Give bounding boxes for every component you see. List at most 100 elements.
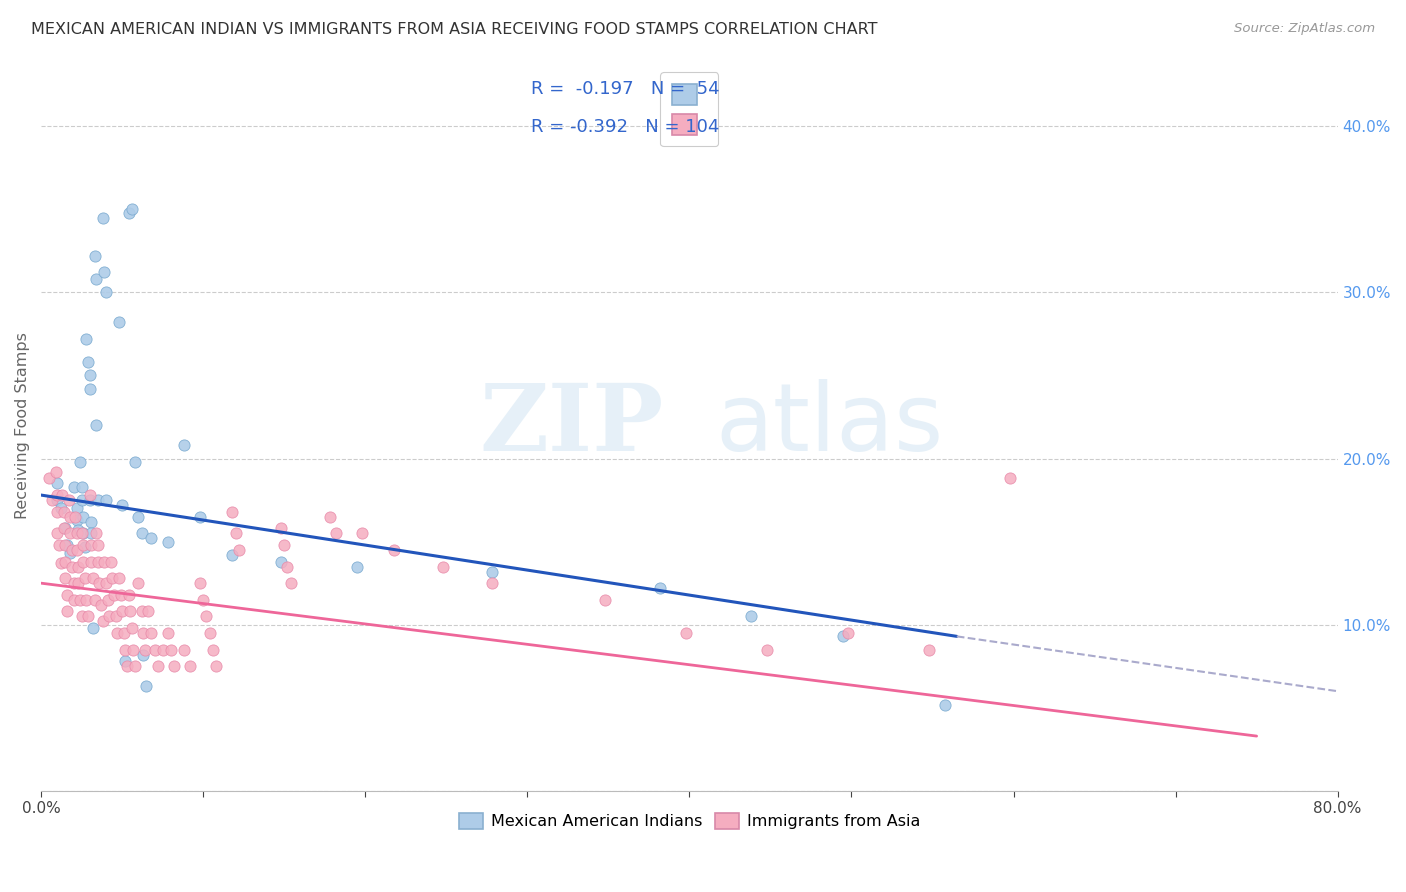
Point	[94, 576, 117, 591]
Point	[675, 626, 697, 640]
Point	[96, 592, 118, 607]
Point	[94, 493, 117, 508]
Point	[49, 501, 72, 516]
Point	[228, 543, 250, 558]
Point	[46, 476, 69, 491]
Point	[76, 332, 98, 346]
Point	[82, 571, 104, 585]
Point	[346, 559, 368, 574]
Point	[270, 555, 292, 569]
Point	[122, 642, 145, 657]
Point	[198, 626, 221, 640]
Point	[38, 471, 60, 485]
Point	[93, 555, 115, 569]
Point	[276, 559, 298, 574]
Point	[83, 592, 105, 607]
Point	[67, 523, 90, 537]
Point	[83, 249, 105, 263]
Point	[273, 538, 295, 552]
Point	[481, 576, 503, 591]
Point	[318, 509, 340, 524]
Point	[152, 642, 174, 657]
Point	[51, 488, 73, 502]
Point	[179, 659, 201, 673]
Point	[114, 654, 136, 668]
Point	[69, 455, 91, 469]
Text: Source: ZipAtlas.com: Source: ZipAtlas.com	[1234, 22, 1375, 36]
Point	[132, 648, 155, 662]
Point	[120, 604, 142, 618]
Point	[173, 642, 195, 657]
Point	[56, 538, 79, 552]
Point	[80, 515, 103, 529]
Point	[837, 626, 859, 640]
Point	[59, 526, 82, 541]
Point	[934, 698, 956, 712]
Point	[80, 526, 103, 541]
Point	[146, 659, 169, 673]
Point	[66, 513, 89, 527]
Point	[143, 642, 166, 657]
Point	[91, 211, 114, 225]
Point	[110, 588, 132, 602]
Point	[90, 598, 112, 612]
Point	[84, 272, 107, 286]
Text: atlas: atlas	[716, 379, 943, 471]
Point	[62, 576, 84, 591]
Point	[188, 576, 211, 591]
Point	[80, 555, 103, 569]
Point	[481, 565, 503, 579]
Point	[82, 621, 104, 635]
Point	[73, 571, 96, 585]
Point	[46, 488, 69, 502]
Point	[66, 501, 89, 516]
Point	[77, 355, 100, 369]
Point	[73, 540, 96, 554]
Point	[1000, 471, 1022, 485]
Point	[48, 538, 70, 552]
Point	[195, 609, 218, 624]
Point	[156, 626, 179, 640]
Point	[80, 538, 103, 552]
Point	[55, 571, 77, 585]
Point	[193, 592, 215, 607]
Point	[156, 534, 179, 549]
Point	[163, 659, 186, 673]
Point	[66, 526, 89, 541]
Point	[63, 509, 86, 524]
Point	[70, 480, 93, 494]
Text: MEXICAN AMERICAN INDIAN VS IMMIGRANTS FROM ASIA RECEIVING FOOD STAMPS CORRELATIO: MEXICAN AMERICAN INDIAN VS IMMIGRANTS FR…	[31, 22, 877, 37]
Y-axis label: Receiving Food Stamps: Receiving Food Stamps	[15, 332, 30, 519]
Point	[117, 205, 139, 219]
Point	[79, 488, 101, 502]
Point	[60, 543, 83, 558]
Point	[108, 315, 131, 329]
Point	[89, 576, 111, 591]
Point	[325, 526, 347, 541]
Point	[205, 659, 228, 673]
Point	[60, 559, 83, 574]
Point	[59, 546, 82, 560]
Point	[87, 538, 110, 552]
Point	[70, 493, 93, 508]
Point	[49, 556, 72, 570]
Point	[76, 592, 98, 607]
Point	[84, 526, 107, 541]
Point	[384, 543, 406, 558]
Point	[173, 438, 195, 452]
Point	[270, 521, 292, 535]
Point	[117, 588, 139, 602]
Point	[87, 493, 110, 508]
Point	[111, 498, 134, 512]
Point	[52, 521, 75, 535]
Point	[100, 555, 122, 569]
Point	[121, 621, 143, 635]
Point	[111, 604, 134, 618]
Point	[56, 604, 79, 618]
Point	[593, 592, 616, 607]
Point	[225, 526, 247, 541]
Point	[112, 626, 135, 640]
Text: R =  -0.197   N =  54: R = -0.197 N = 54	[531, 80, 720, 98]
Point	[127, 509, 149, 524]
Point	[45, 465, 67, 479]
